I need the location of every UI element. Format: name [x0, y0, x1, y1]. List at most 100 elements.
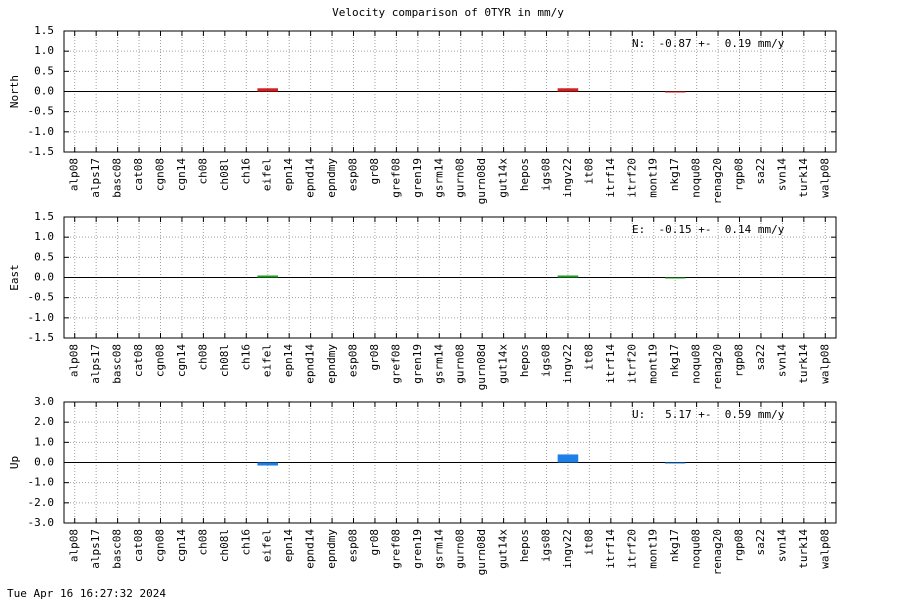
bar: [557, 275, 579, 278]
y-tick-label: -2.0: [28, 496, 55, 509]
x-tick-label: turk14: [797, 529, 810, 569]
x-tick-label: epn14: [282, 529, 295, 562]
x-tick-label: it08: [582, 344, 595, 371]
x-tick-label: gurn08d: [475, 529, 488, 575]
x-tick-label: alp08: [68, 529, 81, 562]
x-tick-label: mont19: [647, 344, 660, 384]
x-tick-label: turk14: [797, 158, 810, 198]
x-tick-label: gref08: [389, 344, 402, 384]
x-tick-label: eifel: [261, 344, 274, 377]
x-tick-label: walp08: [818, 344, 831, 384]
x-tick-label: gut14x: [497, 529, 510, 569]
x-tick-label: gren19: [411, 158, 424, 198]
plot-frame: [63, 401, 837, 524]
x-tick-label: basc08: [111, 158, 124, 198]
y-tick-label: -1.5: [28, 331, 55, 344]
x-tick-label: cgn08: [154, 344, 167, 377]
x-tick-label: cat08: [132, 158, 145, 191]
x-tick-label: gref08: [389, 529, 402, 569]
x-tick-label: itrf20: [625, 529, 638, 569]
x-tick-label: itrf20: [625, 344, 638, 384]
y-tick-label: -0.5: [28, 291, 55, 304]
x-tick-label: ch08: [196, 529, 209, 556]
x-tick-label: walp08: [818, 158, 831, 198]
x-tick-label: gurn08: [454, 529, 467, 569]
x-tick-label: hepos: [518, 529, 531, 562]
y-tick-label: 0.0: [34, 271, 54, 284]
x-tick-label: sa22: [754, 529, 767, 556]
x-tick-label: cgn08: [154, 158, 167, 191]
x-tick-label: alp08: [68, 158, 81, 191]
x-tick-label: sa22: [754, 344, 767, 371]
x-tick-label: renag20: [711, 529, 724, 575]
x-tick-label: hepos: [518, 344, 531, 377]
x-tick-label: ingv22: [561, 158, 574, 198]
x-tick-label: alps17: [89, 529, 102, 569]
x-tick-label: gren19: [411, 529, 424, 569]
x-tick-label: mont19: [647, 529, 660, 569]
x-tick-label: basc08: [111, 529, 124, 569]
x-tick-label: ch16: [239, 529, 252, 556]
x-tick-label: gren19: [411, 344, 424, 384]
x-tick-label: esp08: [347, 344, 360, 377]
y-tick-label: 0.5: [34, 250, 54, 263]
x-tick-label: igs08: [540, 344, 553, 377]
plot-frame: [63, 216, 837, 339]
y-tick-label: 1.5: [34, 210, 54, 223]
x-tick-label: igs08: [540, 529, 553, 562]
x-tick-label: epnd14: [304, 344, 317, 384]
y-tick-label: -1.0: [28, 476, 55, 489]
x-tick-label: epnd14: [304, 529, 317, 569]
x-tick-label: epnd14: [304, 158, 317, 198]
x-tick-label: alps17: [89, 158, 102, 198]
x-tick-label: epn14: [282, 344, 295, 377]
x-tick-label: noqu08: [690, 158, 703, 198]
bar: [664, 91, 686, 93]
y-tick-label: -1.0: [28, 311, 55, 324]
y-axis-label: North: [8, 75, 21, 108]
x-tick-label: nkg17: [668, 529, 681, 562]
x-tick-label: rgp08: [733, 529, 746, 562]
annotation: N: -0.87 +- 0.19 mm/y: [632, 37, 785, 50]
y-tick-label: 1.0: [34, 44, 54, 57]
x-tick-label: gref08: [389, 158, 402, 198]
x-tick-label: cat08: [132, 344, 145, 377]
bar: [664, 277, 686, 279]
x-tick-label: cgn14: [175, 158, 188, 191]
x-tick-label: renag20: [711, 158, 724, 204]
y-tick-label: 1.0: [34, 435, 54, 448]
x-tick-label: turk14: [797, 344, 810, 384]
x-tick-label: ingv22: [561, 344, 574, 384]
x-tick-label: eifel: [261, 529, 274, 562]
x-tick-label: gsrm14: [432, 344, 445, 384]
y-axis-label: Up: [8, 456, 21, 469]
x-tick-label: igs08: [540, 158, 553, 191]
x-tick-label: gr08: [368, 529, 381, 556]
x-tick-label: it08: [582, 158, 595, 185]
x-tick-label: gurn08: [454, 344, 467, 384]
bar: [664, 462, 686, 464]
x-tick-label: nkg17: [668, 158, 681, 191]
x-tick-label: basc08: [111, 344, 124, 384]
annotation: E: -0.15 +- 0.14 mm/y: [632, 223, 785, 236]
x-tick-label: svn14: [775, 344, 788, 377]
x-tick-label: ingv22: [561, 529, 574, 569]
x-tick-label: itrf14: [604, 344, 617, 384]
x-tick-label: ch08: [196, 158, 209, 185]
x-tick-label: gsrm14: [432, 158, 445, 198]
x-tick-label: it08: [582, 529, 595, 556]
x-tick-label: gr08: [368, 344, 381, 371]
y-tick-label: -1.0: [28, 125, 55, 138]
y-tick-label: 0.5: [34, 64, 54, 77]
x-tick-label: gsrm14: [432, 529, 445, 569]
y-tick-label: 1.0: [34, 230, 54, 243]
x-tick-label: hepos: [518, 158, 531, 191]
plot-frame: [63, 30, 837, 153]
x-tick-label: gurn08d: [475, 158, 488, 204]
x-tick-label: sa22: [754, 158, 767, 185]
bar: [257, 462, 279, 466]
x-tick-label: alps17: [89, 344, 102, 384]
x-tick-label: itrf14: [604, 529, 617, 569]
x-tick-label: cgn14: [175, 344, 188, 377]
